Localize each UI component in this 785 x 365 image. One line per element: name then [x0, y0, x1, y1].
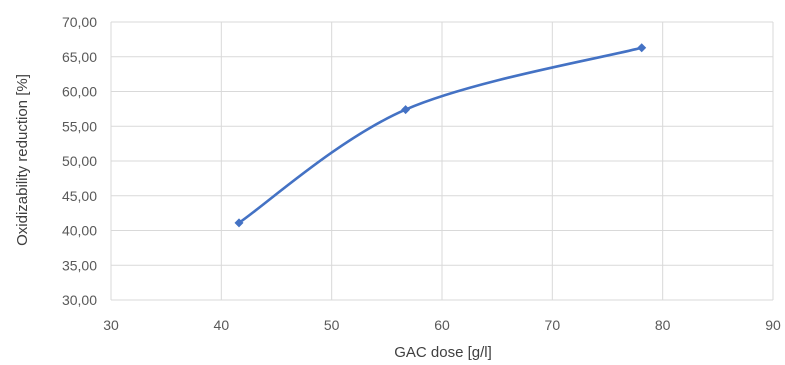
x-tick-label: 90: [765, 317, 781, 333]
y-tick-label: 45,00: [62, 188, 97, 204]
x-tick-label: 70: [545, 317, 561, 333]
x-tick-label: 30: [103, 317, 119, 333]
x-tick-label: 40: [214, 317, 230, 333]
y-tick-label: 70,00: [62, 14, 97, 30]
x-axis-tick-labels: 30 40 50 60 70 80 90: [103, 317, 781, 333]
y-axis-title: Oxidizability reduction [%]: [14, 74, 31, 246]
y-tick-label: 50,00: [62, 153, 97, 169]
y-axis-tick-labels: 30,00 35,00 40,00 45,00 50,00 55,00 60,00 65,00…: [62, 14, 97, 308]
data-point-marker: [234, 218, 244, 228]
y-tick-label: 30,00: [62, 292, 97, 308]
y-tick-label: 40,00: [62, 223, 97, 239]
x-tick-label: 60: [434, 317, 450, 333]
x-axis-title: GAC dose [g/l]: [394, 344, 492, 361]
y-tick-label: 35,00: [62, 257, 97, 273]
y-tick-label: 65,00: [62, 49, 97, 65]
y-tick-label: 60,00: [62, 84, 97, 100]
gridlines: [110, 21, 774, 301]
y-tick-label: 55,00: [62, 118, 97, 134]
data-point-marker: [637, 43, 647, 53]
plot-series: [234, 43, 647, 228]
series-line: [237, 46, 644, 225]
x-tick-label: 50: [324, 317, 340, 333]
x-tick-label: 80: [655, 317, 671, 333]
data-point-marker: [401, 105, 411, 115]
